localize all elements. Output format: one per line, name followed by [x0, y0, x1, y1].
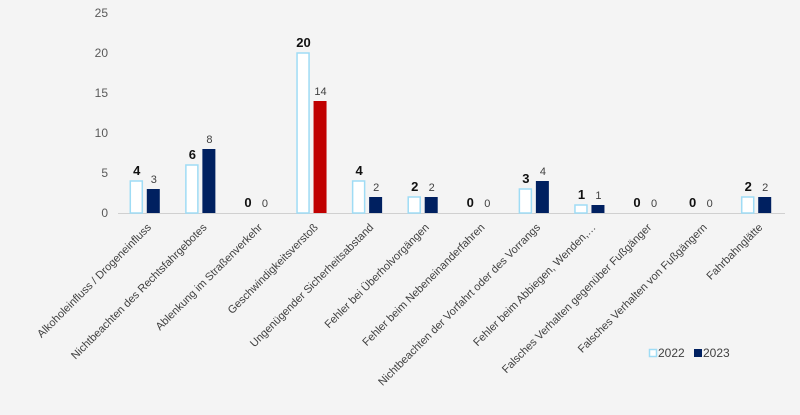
- data-label-2022: 4: [356, 163, 364, 178]
- bar-2022: [407, 196, 421, 214]
- data-label-2023: 14: [314, 86, 326, 98]
- data-label-2022: 6: [189, 147, 196, 162]
- data-label-2022: 4: [133, 163, 141, 178]
- bar-2023: [313, 101, 327, 213]
- x-tick-label: Alkoholeinfluss / Drogeneinfluss: [35, 221, 154, 340]
- bar-2022: [185, 164, 199, 214]
- x-tick-label: Geschwindigkeitsverstoß: [226, 221, 321, 316]
- bar-2023: [369, 197, 383, 213]
- data-label-2023: 2: [762, 182, 768, 194]
- data-label-2022: 2: [745, 179, 752, 194]
- x-tick-label: Fehler beim Abbiegen, Wenden,…: [471, 222, 598, 349]
- data-label-2023: 0: [651, 198, 657, 210]
- bar-2023: [758, 197, 772, 213]
- y-tick-label: 25: [95, 6, 109, 20]
- bar-2023: [535, 181, 549, 213]
- data-label-2023: 2: [373, 182, 379, 194]
- x-tick-label: Fahrbahnglätte: [705, 222, 766, 283]
- x-tick-label: Falsches Verhalten von Fußgängern: [576, 222, 710, 356]
- y-tick-label: 10: [95, 126, 109, 140]
- data-label-2022: 2: [411, 179, 418, 194]
- data-label-2022: 0: [467, 195, 474, 210]
- data-label-2023: 0: [707, 198, 713, 210]
- legend-swatch-2022: [648, 348, 658, 358]
- bar-2022: [351, 180, 366, 214]
- x-tick-label: Fehler bei Überholvorgängen: [323, 222, 432, 331]
- data-label-2022: 20: [296, 35, 310, 50]
- data-label-2022: 0: [244, 195, 251, 210]
- data-label-2022: 3: [522, 171, 529, 186]
- data-label-2023: 1: [595, 190, 601, 202]
- bar-2022: [740, 196, 755, 214]
- y-tick-label: 5: [101, 166, 108, 180]
- data-label-2023: 0: [262, 198, 268, 210]
- bar-2022: [129, 180, 144, 214]
- bar-2022: [518, 188, 533, 214]
- bar-2023: [424, 197, 438, 213]
- data-label-2023: 0: [484, 198, 490, 210]
- y-tick-label: 15: [95, 86, 109, 100]
- y-tick-label: 0: [101, 206, 108, 220]
- y-tick-label: 20: [95, 46, 109, 60]
- legend-swatch-2023: [694, 349, 702, 357]
- x-tick-label: Ablenkung im Straßenverkehr: [154, 221, 266, 333]
- data-label-2023: 2: [429, 182, 435, 194]
- x-tick-label: Ungenügender Sicherheitsabstand: [248, 222, 376, 350]
- bar-2022: [574, 204, 588, 214]
- bar-2023: [146, 189, 160, 213]
- x-tick-label: Fehler beim Nebeneinanderfahren: [360, 222, 487, 349]
- bar-2022: [296, 52, 310, 214]
- data-label-2023: 8: [206, 134, 212, 146]
- data-label-2022: 0: [633, 195, 640, 210]
- data-label-2023: 3: [151, 174, 157, 186]
- data-label-2023: 4: [540, 166, 546, 178]
- legend-label-2022: 2022: [658, 346, 685, 360]
- data-label-2022: 0: [689, 195, 696, 210]
- legend-label-2023: 2023: [703, 346, 730, 360]
- bar-2023: [591, 205, 605, 213]
- bar-2023: [202, 149, 216, 213]
- data-label-2022: 1: [578, 187, 585, 202]
